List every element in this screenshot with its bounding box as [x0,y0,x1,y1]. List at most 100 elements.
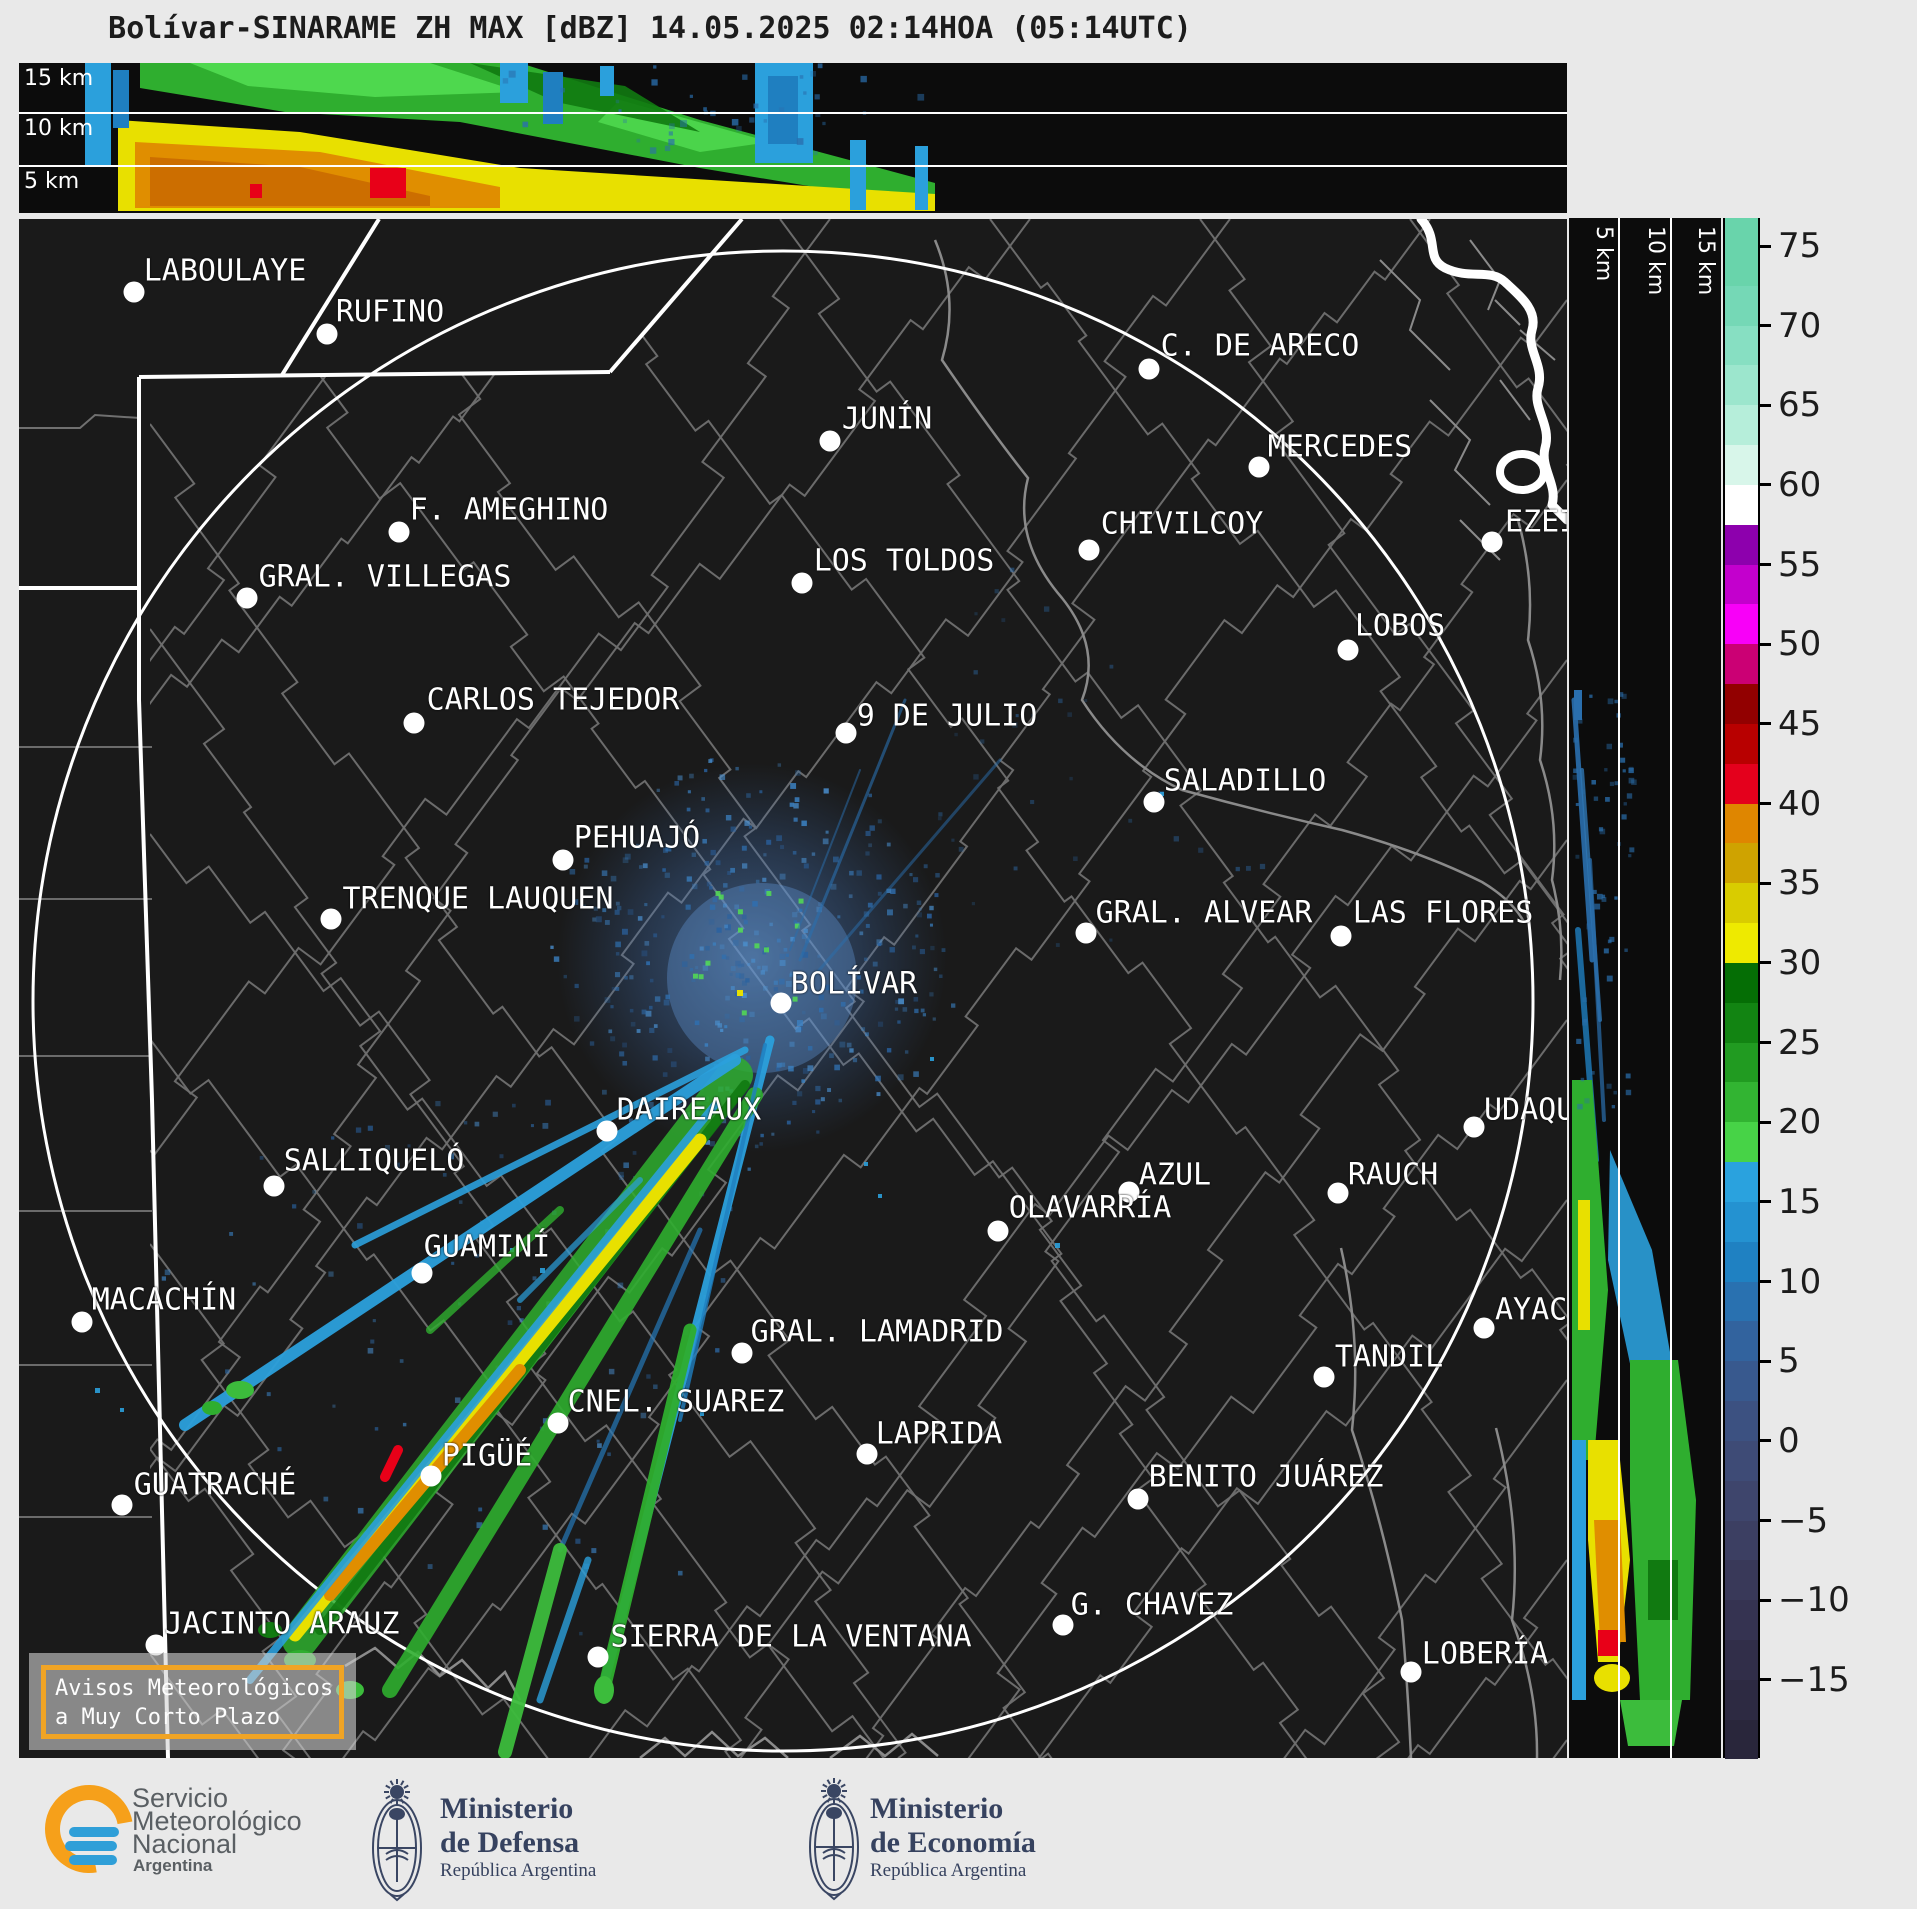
city-label: AYACUCHO [1495,1292,1567,1328]
colorbar-tick-label: 15 [1778,1181,1822,1222]
city-dot [1330,925,1352,947]
city-label: CNEL. SUAREZ [567,1384,785,1420]
colorbar-segment [1725,1440,1758,1482]
colorbar-tick-label: −15 [1778,1659,1850,1700]
city-label: TANDIL [1334,1339,1444,1375]
colorbar-tick-label: 30 [1778,942,1822,983]
city-dot [1481,531,1503,553]
city-label: UDAQUIOLA [1484,1092,1567,1128]
city-label: CARLOS TEJEDOR [426,682,680,718]
city-dot [1313,1366,1335,1388]
colorbar-tick-mark [1760,1041,1771,1045]
colorbar-tick-mark [1760,563,1771,567]
colorbar-segment [1725,285,1758,327]
warning-notice-box: Avisos Meteorológicos a Muy Corto Plazo [29,1653,356,1750]
colorbar-segment [1725,365,1758,407]
colorbar-segment [1725,684,1758,725]
city-label: MACACHÍN [91,1282,237,1318]
colorbar-tick-label: 5 [1778,1341,1800,1382]
city-dot [320,908,342,930]
map-city-overlay: LABOULAYE RUFINO C. DE ARECO JUNÍN MERCEDES F… [19,219,1567,1758]
city-label: EZEIZA [1505,504,1567,540]
city-label: F. AMEGHINO [409,492,609,528]
colorbar-tick-label: 55 [1778,544,1822,585]
city-label: GRAL. LAMADRID [750,1314,1004,1350]
colorbar-tick-mark [1760,1439,1771,1443]
city-label: TRENQUE LAUQUEN [342,881,614,917]
colorbar-segment [1725,1321,1758,1363]
colorbar-tick-label: −10 [1778,1580,1850,1621]
city-dot [1138,358,1160,380]
city-label: LAPRIDA [875,1416,1003,1452]
colorbar-segment [1725,604,1758,646]
city-label: DAIREAUX [616,1092,762,1128]
colorbar-segment [1725,843,1758,885]
notice-line-1: Avisos Meteorológicos [55,1676,334,1701]
smn-wave-icon [69,1855,117,1865]
city-dot [1078,539,1100,561]
right-axis-label-10km: 10 km [1643,226,1668,296]
colorbar-segment [1725,1600,1758,1641]
colorbar-segment [1725,1162,1758,1203]
top-cross-section-layer [19,63,1567,211]
city-dot [236,587,258,609]
city-dot [552,849,574,871]
city-label: JUNÍN [841,401,933,437]
colorbar-tick-mark [1760,1200,1771,1204]
colorbar-tick-mark [1760,244,1771,248]
colorbar-tick-label: 25 [1778,1022,1822,1063]
colorbar-tick-label: 45 [1778,703,1822,744]
colorbar-segment [1725,1520,1758,1562]
city-label: G. CHAVEZ [1070,1587,1234,1623]
colorbar-segment [1725,803,1758,845]
colorbar-segment [1725,218,1758,247]
city-dot [263,1175,285,1197]
colorbar-tick-mark [1760,722,1771,726]
city-dot [856,1443,878,1465]
colorbar-segment [1725,883,1758,924]
city-dot [1400,1661,1422,1683]
colorbar-segment [1725,405,1758,446]
city-dot [1075,922,1097,944]
colorbar-tick-mark [1760,324,1771,328]
colorbar-segment [1725,325,1758,367]
colorbar-tick-label: 50 [1778,624,1822,665]
colorbar-segment [1725,246,1758,287]
page-title: Bolívar-SINARAME ZH MAX [dBZ] 14.05.2025… [108,11,1192,46]
colorbar-tick-mark [1760,961,1771,965]
city-dot [731,1342,753,1364]
colorbar-segment [1725,962,1758,1004]
city-label: SIERRA DE LA VENTANA [610,1619,972,1655]
city-dot [987,1220,1009,1242]
city-label: MERCEDES [1267,429,1413,465]
city-label: OLAVARRÍA [1008,1190,1172,1226]
city-label: CHIVILCOY [1100,506,1264,542]
colorbar-tick-label: 40 [1778,783,1822,824]
colorbar-segment [1725,1361,1758,1402]
city-label: RAUCH [1347,1157,1439,1193]
colorbar-tick-mark [1760,483,1771,487]
city-label: GUAMINÍ [423,1229,551,1265]
city-dot [1473,1317,1495,1339]
city-dot [111,1494,133,1516]
colorbar-segment [1725,1122,1758,1163]
ministerio-defensa-text: Ministerio de Defensa República Argentin… [440,1792,597,1881]
city-dot [411,1262,433,1284]
city-label: LOBOS [1354,608,1446,644]
colorbar-tick-mark [1760,1280,1771,1284]
colorbar-segment [1725,1480,1758,1522]
city-dot [123,281,145,303]
right-axis-label-5km: 5 km [1591,226,1616,282]
colorbar-tick-label: 70 [1778,305,1822,346]
colorbar-segment [1725,524,1758,566]
notice-line-2: a Muy Corto Plazo [55,1705,281,1730]
colorbar-segment [1725,445,1758,486]
colorbar-segment [1725,923,1758,964]
colorbar-segment [1725,1082,1758,1124]
top-axis-label-15km: 15 km [24,66,94,91]
colorbar-segment [1725,644,1758,685]
colorbar-tick-mark [1760,1678,1771,1682]
defensa-coat-of-arms-icon [368,1776,426,1909]
colorbar-tick-mark [1760,1359,1771,1363]
colorbar-segment [1725,1640,1758,1681]
